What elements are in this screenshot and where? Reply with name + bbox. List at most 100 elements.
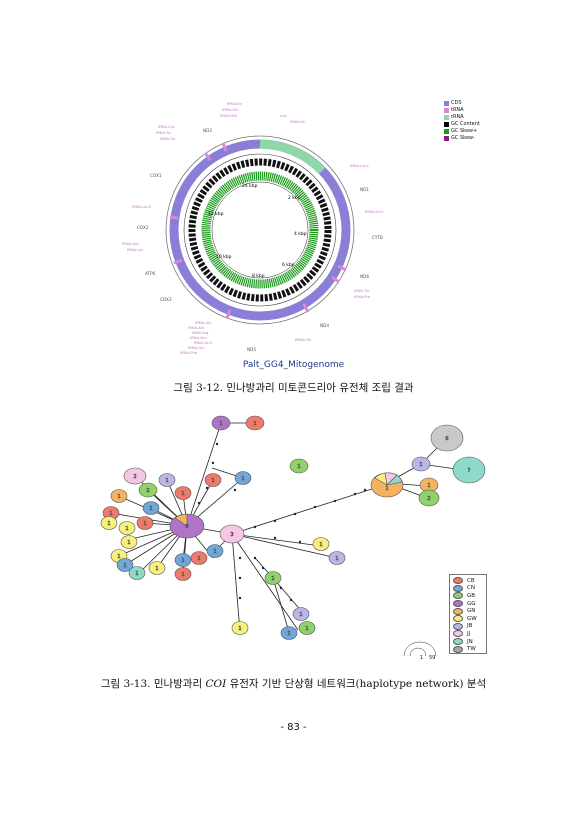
- legend-label: GG: [467, 600, 476, 607]
- legend-item: CN: [453, 584, 483, 593]
- gene-label: COX1: [150, 173, 162, 178]
- swatch-icon: [453, 592, 463, 600]
- page-number: - 83 -: [280, 722, 307, 733]
- kbp-label: 10 kbp: [216, 254, 232, 260]
- hap-node: 1: [204, 473, 222, 487]
- trna-label: tRNA-Asn: [190, 336, 207, 340]
- node-count: 1: [107, 521, 110, 527]
- hap-node: 1: [312, 537, 330, 551]
- trna-label: tRNA-His: [295, 338, 311, 342]
- gene-label: COX3: [160, 297, 172, 302]
- legend-label: GB: [467, 592, 476, 599]
- hap-node: 1: [234, 471, 252, 485]
- trna-label: tRNA-Trp: [160, 137, 176, 141]
- legend-item: TW: [453, 645, 483, 653]
- gene-label: ND2: [203, 128, 212, 133]
- haplotype-network-svg: 8 3 1 1 1 1 1 2 1 2 1 1 1 1 1 1 1 1 1 1 …: [100, 415, 486, 640]
- node-count: 1: [385, 486, 388, 492]
- swatch-icon: [453, 607, 463, 615]
- legend-label: CN: [467, 585, 475, 592]
- trna-label: tRNA-Ala: [188, 326, 204, 330]
- swatch-icon: [444, 136, 449, 141]
- trna-label: tRNA-Gln: [222, 108, 238, 112]
- hap-node: 1: [289, 458, 309, 474]
- trna-label: tRNA-Glu: [188, 346, 204, 350]
- gene-label: ND4: [320, 323, 329, 328]
- trna-marks: [169, 142, 347, 319]
- node-count: 1: [335, 556, 338, 562]
- trna-label: tRNA-Thr: [354, 289, 370, 293]
- swatch-icon: [444, 108, 449, 113]
- trna-label: tRNA-Tyr: [156, 131, 172, 135]
- legend-item: CDS: [444, 100, 480, 107]
- trna-label: tRNA-Met: [220, 114, 238, 118]
- legend-item: GC Content: [444, 121, 480, 128]
- node-count: 1: [181, 558, 184, 564]
- swatch-icon: [453, 630, 463, 638]
- node-count: 1: [305, 626, 308, 632]
- node-count: 1: [135, 571, 138, 577]
- hap-node: 1: [280, 626, 298, 640]
- hap-node: 2: [138, 482, 158, 498]
- population-legend: CB CN GB GG GN GW JB JJ JN TW: [449, 574, 487, 654]
- hap-node: 1: [158, 473, 176, 487]
- scale-arcs-icon: [403, 641, 437, 657]
- outer-ring: [165, 135, 355, 325]
- swatch-icon: [453, 615, 463, 623]
- node-count: 1: [165, 478, 168, 484]
- node-count: 8: [185, 524, 188, 530]
- legend-item: JJ: [453, 630, 483, 638]
- haplotype-network: 8 3 1 1 1 1 1 2 1 2 1 1 1 1 1 1 1 1 1 1 …: [95, 408, 495, 666]
- hap-node: 1: [370, 472, 404, 498]
- node-count: 2: [146, 488, 149, 494]
- mutation-dots: [197, 442, 367, 602]
- kbp-label: 12 kbp: [208, 211, 224, 217]
- genome-legend: CDS tRNA rRNA GC Content GC Skew+ GC Ske…: [444, 100, 480, 142]
- swatch-icon: [453, 638, 463, 646]
- trna-label: tRNA-Arg: [192, 331, 208, 335]
- kbp-label: 6 kbp: [282, 262, 295, 268]
- gene-label: ND6: [360, 274, 369, 279]
- hap-node: 1: [264, 571, 282, 585]
- swatch-icon: [444, 115, 449, 120]
- node-count: 7: [467, 468, 470, 474]
- swatch-icon: [453, 584, 463, 592]
- trna-label: tRNA-Asp: [122, 242, 140, 246]
- legend-label: GW: [467, 615, 477, 622]
- hap-node: 1: [211, 415, 231, 431]
- caption-suffix: 유전자 기반 단상형 네트워크(haplotype network) 분석: [226, 678, 487, 690]
- trna-label: tRNA-Phe: [180, 351, 198, 355]
- legend-item: rRNA: [444, 114, 480, 121]
- node-count: 1: [287, 631, 290, 637]
- node-count: 1: [109, 511, 112, 517]
- legend-label: GC Skew+: [451, 128, 478, 134]
- legend-item: CB: [453, 577, 483, 585]
- legend-label: JJ: [467, 630, 471, 637]
- node-count: 1: [181, 572, 184, 578]
- mitogenome-map: 24 kbp 2 kbp 4 kbp 6 kbp 8 kbp 10 kbp 12…: [110, 95, 480, 375]
- genome-title: Palt_GG4_Mitogenome: [242, 360, 345, 370]
- network-edges: [110, 422, 464, 633]
- kbp-label: 24 kbp: [242, 183, 258, 189]
- swatch-icon: [444, 101, 449, 106]
- hap-node: 1: [411, 456, 431, 472]
- node-count: 1: [299, 612, 302, 618]
- node-count: 1: [143, 521, 146, 527]
- hap-node: 7: [452, 456, 486, 484]
- node-count: 1: [219, 421, 222, 427]
- scale-min-label: 1: [420, 655, 424, 661]
- legend-item: GC Skew-: [444, 135, 480, 142]
- trna-label: rrnL: [280, 114, 287, 118]
- hap-node: 1: [206, 544, 224, 558]
- hap-node: 1: [174, 553, 192, 567]
- hap-node: 6: [430, 424, 464, 452]
- hap-node: 1: [110, 489, 128, 503]
- gene-label: ND1: [360, 187, 369, 192]
- trna-label: tRNA-Lys: [127, 248, 143, 252]
- legend-label: CDS: [451, 100, 462, 106]
- gc-skew-ring: [201, 171, 319, 289]
- hap-node: 1: [136, 516, 154, 530]
- gene-label: ND5: [247, 347, 256, 352]
- node-count: 1: [211, 478, 214, 484]
- node-count: 2: [427, 496, 430, 502]
